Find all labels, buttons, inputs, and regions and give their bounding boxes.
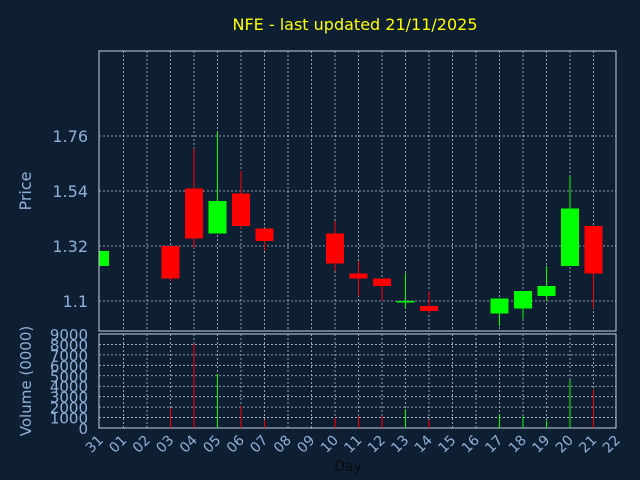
candle-body: [490, 298, 509, 314]
volume-tick-label: 1000: [50, 410, 88, 428]
price-tick-label: 1.32: [52, 237, 88, 256]
price-axis-label: Price: [16, 171, 35, 210]
candle-body: [100, 251, 109, 266]
x-axis-label: Day: [334, 459, 362, 475]
chart-title: NFE - last updated 21/11/2025: [232, 15, 477, 34]
volume-bars: [170, 343, 594, 428]
volume-panel-frame: [98, 333, 617, 429]
candle-body: [232, 193, 250, 226]
candle-body: [326, 233, 344, 264]
candle-body: [561, 208, 579, 266]
candle-body: [420, 306, 438, 311]
price-tick-label: 1.76: [52, 127, 88, 146]
price-panel: 1.1 1.32 1.54 1.76: [52, 50, 617, 332]
volume-tick-label: 8000: [50, 336, 88, 354]
candle-body: [514, 291, 532, 309]
price-tick-label: 1.1: [63, 292, 88, 311]
candle-body: [373, 278, 391, 286]
candle-body: [185, 188, 203, 239]
price-y-ticks: 1.1 1.32 1.54 1.76: [52, 127, 88, 311]
volume-tick-label: 5000: [50, 368, 88, 386]
volume-tick-label: 6000: [50, 357, 88, 375]
candle-body: [584, 226, 603, 274]
candle-body: [396, 301, 415, 303]
volume-tick-label: 2000: [50, 399, 88, 417]
candle-body: [349, 273, 368, 279]
volume-axis-label: Volume (0000): [17, 326, 35, 436]
volume-tick-label: 0: [78, 420, 88, 438]
x-ticks: 31 01 02 03 04 05 06 07 08 09 10 11 12 13 14 15 16 17 18 19…: [83, 432, 624, 456]
candle-body: [161, 246, 180, 279]
candle-body: [255, 228, 274, 241]
volume-tick-label: 3000: [50, 389, 88, 407]
volume-tick-label: 4000: [50, 378, 88, 396]
candle-body: [208, 201, 227, 234]
candles: [99, 131, 603, 326]
price-tick-label: 1.54: [52, 182, 88, 201]
candle-body: [537, 286, 556, 296]
volume-tick-label: 9000: [50, 326, 88, 344]
volume-tick-label: 7000: [50, 347, 88, 365]
